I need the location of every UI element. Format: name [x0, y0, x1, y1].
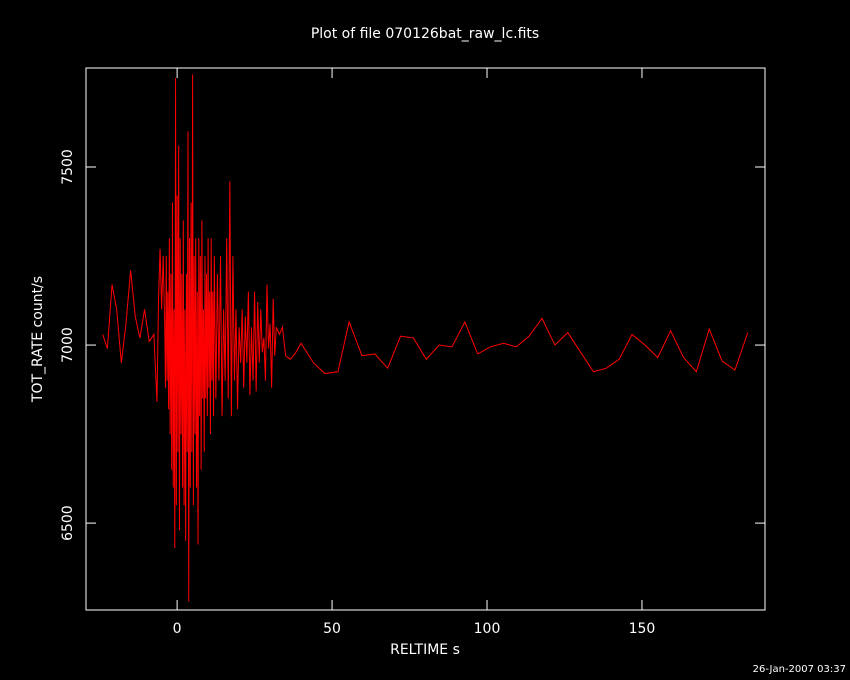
- x-axis-label: RELTIME s: [390, 642, 460, 658]
- y-tick-label: 6500: [60, 505, 76, 541]
- y-tick-label: 7500: [60, 149, 76, 185]
- x-tick-label: 150: [629, 621, 656, 637]
- x-tick-label: 50: [323, 621, 341, 637]
- x-tick-label: 100: [474, 621, 501, 637]
- chart-title: Plot of file 070126bat_raw_lc.fits: [311, 26, 539, 42]
- x-tick-label: 0: [173, 621, 182, 637]
- data-line: [102, 74, 749, 602]
- timestamp: 26-Jan-2007 03:37: [753, 664, 846, 675]
- y-tick-label: 7000: [60, 327, 76, 363]
- plot-frame: [85, 67, 766, 611]
- y-axis-label: TOT_RATE count/s: [30, 276, 46, 403]
